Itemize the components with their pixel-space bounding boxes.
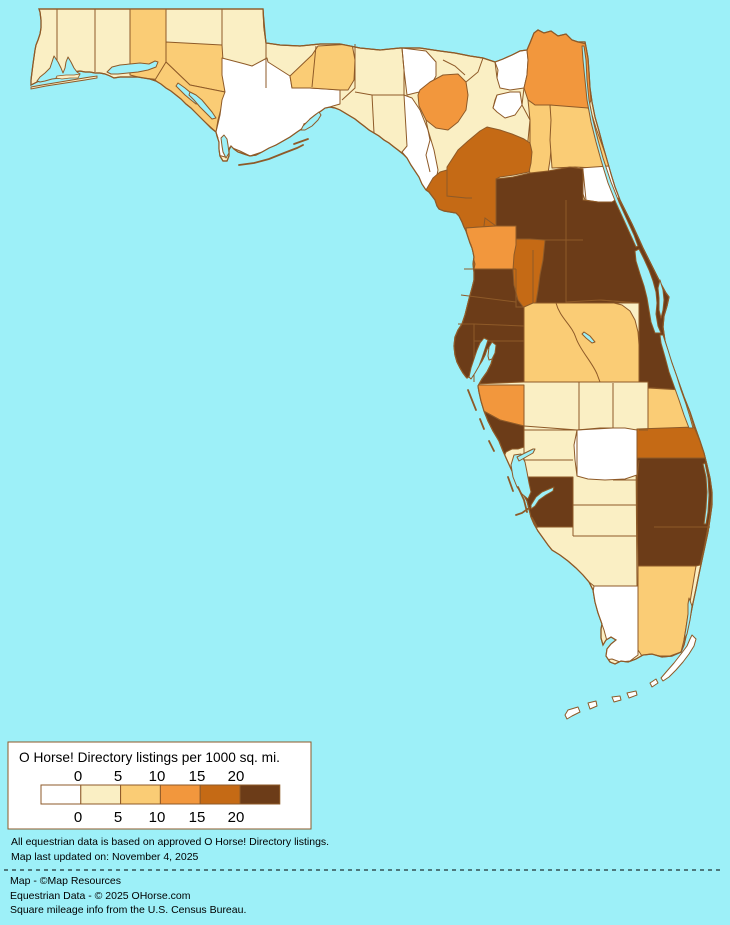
svg-text:0: 0 [74, 768, 82, 785]
svg-text:15: 15 [189, 809, 206, 826]
svg-text:10: 10 [149, 809, 166, 826]
svg-text:10: 10 [149, 768, 166, 785]
svg-text:20: 20 [228, 809, 245, 826]
svg-text:Equestrian Data - © 2025 OHors: Equestrian Data - © 2025 OHorse.com [10, 890, 191, 902]
svg-text:0: 0 [74, 809, 82, 826]
svg-text:15: 15 [189, 768, 206, 785]
svg-text:Map last updated on: November: Map last updated on: November 4, 2025 [11, 851, 199, 863]
svg-text:5: 5 [114, 768, 122, 785]
svg-text:Map - ©Map Resources: Map - ©Map Resources [10, 875, 121, 887]
svg-text:5: 5 [114, 809, 122, 826]
svg-text:20: 20 [228, 768, 245, 785]
svg-text:Square mileage info from the U: Square mileage info from the U.S. Census… [10, 904, 246, 916]
svg-text:O Horse! Directory listings pe: O Horse! Directory listings per 1000 sq.… [19, 750, 280, 765]
svg-text:All equestrian data is based o: All equestrian data is based on approved… [11, 836, 329, 848]
